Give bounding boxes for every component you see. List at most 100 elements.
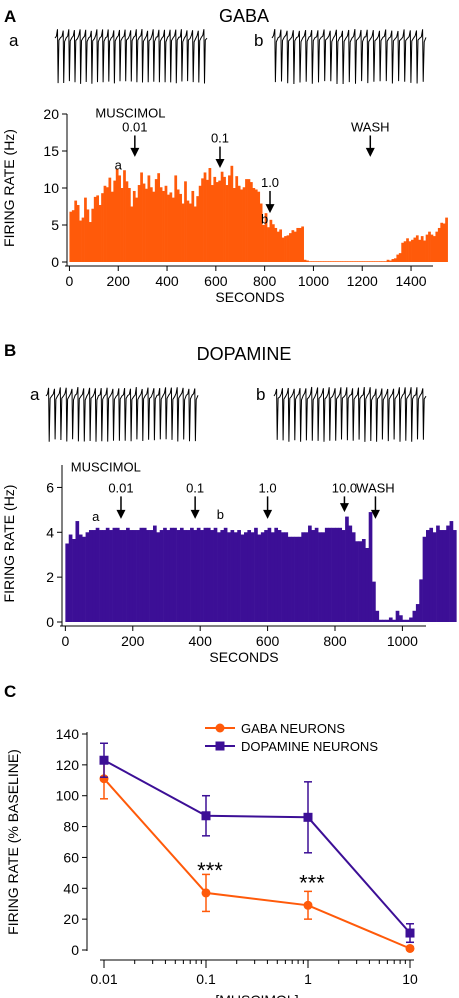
dopamine-bar bbox=[449, 521, 454, 622]
dose-y-tick-label: 60 bbox=[63, 849, 79, 865]
dopamine-arrow-label: 0.1 bbox=[186, 480, 204, 495]
dopamine-x-tick-label: 0 bbox=[61, 633, 69, 649]
dopamine-bar bbox=[72, 539, 76, 622]
dopamine-bar bbox=[432, 532, 437, 622]
gaba-bar bbox=[237, 185, 241, 262]
dose-point bbox=[201, 888, 211, 898]
gaba-bar bbox=[391, 259, 395, 262]
gaba-bar bbox=[408, 241, 412, 262]
dose-series-line bbox=[103, 759, 411, 934]
gaba-bar bbox=[164, 185, 168, 262]
gaba-bar bbox=[367, 261, 370, 262]
panel-b-trace-b-label: b bbox=[256, 385, 265, 404]
gaba-bar bbox=[389, 260, 392, 262]
dopamine-bar bbox=[409, 617, 413, 622]
dopamine-bar bbox=[102, 530, 107, 622]
dopamine-x-tick-label: 200 bbox=[121, 633, 145, 649]
gaba-bar bbox=[130, 206, 134, 262]
gaba-bar bbox=[213, 176, 217, 262]
gaba-bar bbox=[196, 196, 200, 262]
gaba-bar bbox=[445, 217, 448, 262]
dopamine-bar bbox=[442, 530, 447, 622]
dopamine-bar bbox=[233, 532, 238, 622]
dopamine-bar bbox=[439, 530, 444, 622]
dopamine-bar bbox=[186, 530, 191, 622]
dopamine-bar bbox=[115, 527, 120, 622]
gaba-bar bbox=[254, 189, 258, 262]
gaba-bar bbox=[435, 231, 439, 262]
gaba-bar bbox=[193, 206, 197, 262]
dopamine-bar bbox=[402, 619, 407, 622]
gaba-bar bbox=[342, 261, 346, 262]
dopamine-bar bbox=[436, 525, 440, 622]
dopamine-bar bbox=[126, 527, 130, 622]
gaba-bar bbox=[154, 179, 158, 262]
dopamine-trace-b bbox=[273, 386, 427, 442]
dopamine-bar bbox=[361, 539, 366, 622]
legend-marker bbox=[215, 723, 225, 733]
legend-marker bbox=[215, 741, 225, 751]
gaba-bar bbox=[142, 183, 146, 262]
dopamine-bar bbox=[153, 525, 157, 622]
panel-b-title: DOPAMINE bbox=[197, 344, 292, 364]
gaba-bar bbox=[218, 180, 222, 262]
dopamine-bar bbox=[88, 530, 93, 622]
gaba-arrow-head bbox=[365, 147, 375, 157]
gaba-bar bbox=[320, 261, 324, 262]
dopamine-bar bbox=[99, 530, 103, 622]
dopamine-arrow-head bbox=[116, 509, 126, 519]
gaba-bar bbox=[152, 191, 156, 262]
dopamine-bar bbox=[405, 619, 410, 622]
gaba-annotation: a bbox=[115, 158, 123, 173]
gaba-bar bbox=[430, 234, 434, 262]
dopamine-y-tick-label: 0 bbox=[46, 614, 54, 630]
gaba-bar bbox=[115, 168, 119, 262]
dopamine-bar bbox=[331, 527, 336, 622]
gaba-bar bbox=[352, 261, 356, 262]
dopamine-bar bbox=[136, 530, 140, 622]
gaba-bar bbox=[179, 193, 182, 262]
gaba-bar bbox=[376, 261, 380, 262]
dose-y-tick-label: 20 bbox=[63, 911, 79, 927]
dopamine-bar bbox=[250, 532, 255, 622]
dopamine-bar bbox=[395, 610, 400, 622]
gaba-bar bbox=[372, 261, 375, 262]
gaba-bar bbox=[71, 210, 75, 262]
dopamine-bar bbox=[287, 536, 292, 622]
dopamine-bar bbox=[95, 527, 100, 622]
gaba-bar bbox=[191, 190, 195, 262]
spike-trace-path bbox=[273, 386, 427, 442]
dopamine-arrow-label: WASH bbox=[356, 480, 395, 495]
gaba-annotation: MUSCIMOL bbox=[95, 106, 165, 121]
gaba-bar bbox=[186, 200, 190, 262]
dopamine-bar bbox=[365, 547, 369, 622]
dopamine-bar bbox=[429, 527, 434, 622]
gaba-y-tick-label: 0 bbox=[51, 254, 59, 270]
gaba-bar bbox=[242, 187, 246, 262]
dopamine-bar bbox=[65, 543, 70, 622]
dose-y-tick-label: 120 bbox=[56, 757, 80, 773]
gaba-bar bbox=[247, 179, 251, 262]
dopamine-bar bbox=[351, 532, 356, 622]
gaba-arrow-label: 0.01 bbox=[122, 119, 147, 134]
dopamine-bar bbox=[412, 610, 417, 622]
gaba-bar bbox=[364, 261, 368, 262]
gaba-bar bbox=[330, 261, 334, 262]
gaba-bar bbox=[69, 211, 73, 262]
dopamine-bar bbox=[112, 527, 117, 622]
dopamine-y-axis-label: FIRING RATE (Hz) bbox=[1, 485, 17, 603]
gaba-bar bbox=[84, 197, 87, 262]
gaba-bar bbox=[174, 175, 178, 262]
dopamine-y-tick-label: 6 bbox=[46, 479, 54, 495]
gaba-bar bbox=[167, 194, 170, 262]
dose-y-tick-label: 140 bbox=[56, 726, 80, 742]
dopamine-arrow-label: 0.01 bbox=[108, 480, 133, 495]
dopamine-bar bbox=[321, 532, 326, 622]
gaba-firing-histogram: 0 200 400 600 800 1000 1200 1400 0 5 10 15 20 SECONDS… bbox=[1, 106, 448, 305]
gaba-bar bbox=[159, 187, 163, 262]
dopamine-bar bbox=[105, 527, 110, 622]
dopamine-bar bbox=[210, 530, 214, 622]
dopamine-bar bbox=[260, 532, 265, 622]
dopamine-bar bbox=[345, 516, 349, 622]
